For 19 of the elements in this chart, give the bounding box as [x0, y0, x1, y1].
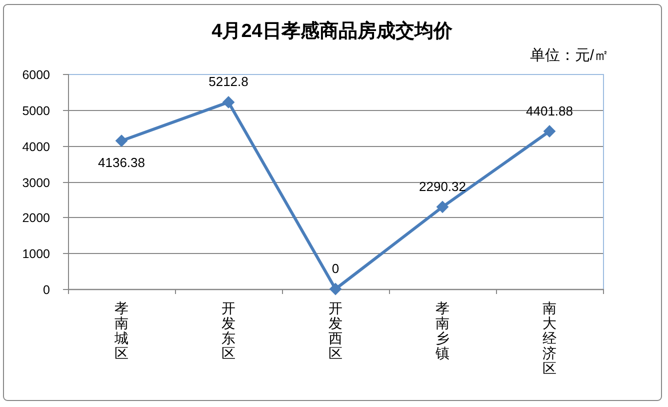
y-tick: 0: [43, 283, 50, 297]
x-tick: 开发东区: [222, 300, 236, 361]
x-tick: 南大经济区: [542, 300, 556, 376]
title: 4月24日孝感商品房成交均价: [212, 21, 452, 42]
data-label: 4401.88: [526, 103, 573, 118]
data-label: 4136.38: [98, 154, 145, 170]
y-tick: 5000: [22, 104, 50, 118]
subtitle: 单位：元/㎡: [530, 47, 609, 64]
y-tick: 2000: [22, 211, 50, 225]
data-label: 5212.8: [208, 74, 248, 90]
y-tick: 4000: [22, 140, 50, 154]
x-tick: 孝南城区: [114, 300, 128, 361]
x-tick: 开发西区: [328, 300, 342, 361]
x-tick: 孝南乡镇: [436, 300, 450, 361]
y-tick: 3000: [22, 176, 50, 190]
y-tick: 1000: [22, 247, 50, 261]
data-label: 2290.32: [419, 178, 466, 194]
y-tick: 6000: [22, 68, 50, 82]
data-label: 0: [332, 261, 340, 276]
